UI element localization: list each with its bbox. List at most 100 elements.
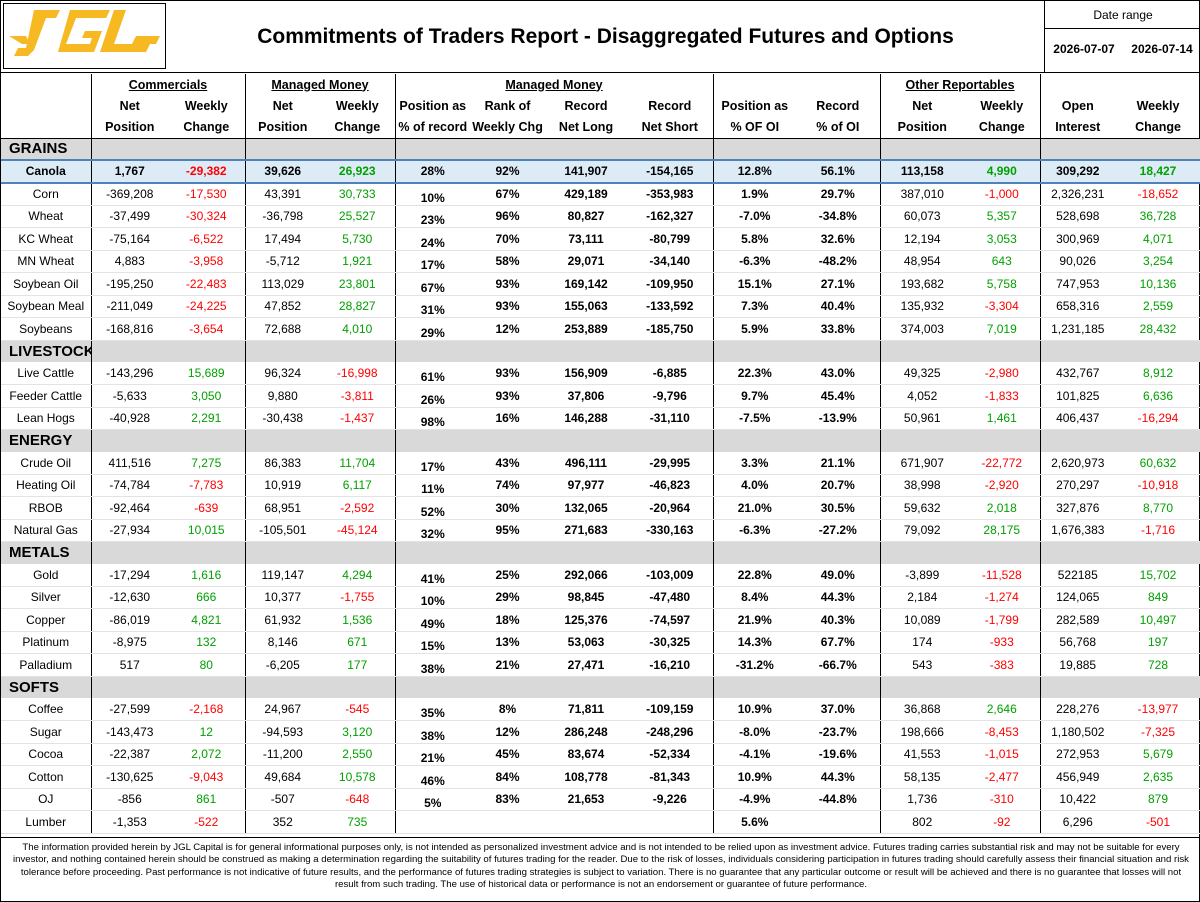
table-cell: -6,522 <box>168 227 246 251</box>
column-header-h3-1: Position <box>90 116 168 139</box>
table-cell: 2,291 <box>168 407 246 430</box>
table-cell: 11,704 <box>320 451 396 475</box>
section-header-cell <box>320 676 396 698</box>
table-cell: 25,527 <box>320 205 396 228</box>
table-cell: -30,324 <box>168 205 246 228</box>
table-cell: -13,977 <box>1115 698 1200 721</box>
table-cell: 113,029 <box>244 272 321 296</box>
table-cell: -45,124 <box>320 519 396 542</box>
table-cell: -46,823 <box>627 474 714 497</box>
table-row: Soybean Oil -195,250 -22,483 113,029 23,801 6… <box>1 272 1200 296</box>
section-header-cell <box>320 541 396 564</box>
table-cell: -143,296 <box>90 362 168 385</box>
table-cell: 8% <box>470 698 546 721</box>
table-cell: 5,357 <box>964 205 1041 228</box>
section-header-cell <box>470 138 546 160</box>
table-cell: 10,919 <box>244 474 321 497</box>
section-header-cell <box>90 676 168 698</box>
table-cell: -1,274 <box>964 586 1041 609</box>
section-header-cell <box>394 340 471 362</box>
table-cell: 666 <box>168 586 246 609</box>
table-cell: 28% <box>394 159 471 184</box>
table-cell: 14.3% <box>712 631 797 654</box>
commodity-name: Copper <box>1 608 91 632</box>
table-cell: 22.3% <box>712 362 797 385</box>
table-row: MN Wheat 4,883 -3,958 -5,712 1,921 17% 58% 29,0… <box>1 250 1200 273</box>
table-cell: 2,184 <box>879 586 965 609</box>
table-cell: -80,799 <box>627 227 714 251</box>
table-cell: 146,288 <box>545 407 628 430</box>
table-row: OJ -856 861 -507 -648 5% 83% 21,653 -9,226 -4.9% -… <box>1 788 1200 811</box>
section-header-cell <box>470 541 546 564</box>
table-cell: 38% <box>394 720 471 744</box>
section-header-cell <box>545 340 628 362</box>
table-cell: 2,326,231 <box>1039 182 1116 206</box>
table-cell: 48,954 <box>879 250 965 273</box>
table-cell: 28,827 <box>320 295 396 318</box>
table-cell: -501 <box>1115 810 1200 834</box>
table-cell: -11,200 <box>244 743 321 766</box>
table-cell: 70% <box>470 227 546 251</box>
table-cell: 10,136 <box>1115 272 1200 296</box>
table-cell: -2,592 <box>320 496 396 520</box>
column-header-h2-6: Rank of <box>484 98 531 113</box>
table-cell: 40.4% <box>796 295 881 318</box>
table-cell: 38,998 <box>879 474 965 497</box>
table-cell: 2,620,973 <box>1039 451 1116 475</box>
table-cell: -2,920 <box>964 474 1041 497</box>
table-cell: 47,852 <box>244 295 321 318</box>
table-cell: 7.3% <box>712 295 797 318</box>
table-cell: -6,205 <box>244 653 321 677</box>
table-cell: 747,953 <box>1039 272 1116 296</box>
table-cell: 879 <box>1115 788 1200 811</box>
section-name: SOFTS <box>1 676 91 698</box>
table-cell: -143,473 <box>90 720 168 744</box>
commodity-name: Cotton <box>1 765 91 789</box>
table-cell: 1,616 <box>168 563 246 587</box>
table-cell: -34.8% <box>796 205 881 228</box>
table-cell: 271,683 <box>545 519 628 542</box>
table-cell: 270,297 <box>1039 474 1116 497</box>
section-header-cell <box>879 541 965 564</box>
table-cell: 86,383 <box>244 451 321 475</box>
table-cell: -47,480 <box>627 586 714 609</box>
table-cell: 429,189 <box>545 182 628 206</box>
table-cell: -6.3% <box>712 519 797 542</box>
table-cell <box>394 810 471 834</box>
commodity-name: Soybean Oil <box>1 272 91 296</box>
table-cell: 108,778 <box>545 765 628 789</box>
table-cell: -248,296 <box>627 720 714 744</box>
column-header-h2-9: Position as <box>712 95 797 117</box>
table-cell: 10,578 <box>320 765 396 789</box>
commodity-name: Cocoa <box>1 743 91 766</box>
table-row: KC Wheat -75,164 -6,522 17,494 5,730 24% 70% 73… <box>1 227 1200 251</box>
table-cell: -1,437 <box>320 407 396 430</box>
table-cell: 113,158 <box>879 159 965 184</box>
table-cell: 52% <box>394 496 471 520</box>
table-cell: 1,231,185 <box>1039 317 1116 341</box>
table-cell: 43% <box>470 451 546 475</box>
table-cell: 44.3% <box>796 765 881 789</box>
table-cell: 58% <box>470 250 546 273</box>
section-header-cell <box>1115 541 1200 564</box>
table-cell: 411,516 <box>90 451 168 475</box>
table-cell: 309,292 <box>1039 159 1116 184</box>
table-cell: 98,845 <box>545 586 628 609</box>
table-cell: 92% <box>470 159 546 184</box>
table-cell: -856 <box>90 788 168 811</box>
table-cell: 5,758 <box>964 272 1041 296</box>
table-row: Gold -17,294 1,616 119,147 4,294 41% 25% 292,06… <box>1 563 1200 587</box>
table-cell: 6,117 <box>320 474 396 497</box>
section-header-cell <box>394 541 471 564</box>
table-cell: -353,983 <box>627 182 714 206</box>
table-cell: 10,089 <box>879 608 965 632</box>
table-cell: -9,226 <box>627 788 714 811</box>
section-header-cell <box>320 138 396 160</box>
table-cell: 643 <box>964 250 1041 273</box>
table-cell: 15,702 <box>1115 563 1200 587</box>
table-cell: 83,674 <box>545 743 628 766</box>
table-cell <box>470 810 546 834</box>
table-cell: 124,065 <box>1039 586 1116 609</box>
table-cell: 5,730 <box>320 227 396 251</box>
